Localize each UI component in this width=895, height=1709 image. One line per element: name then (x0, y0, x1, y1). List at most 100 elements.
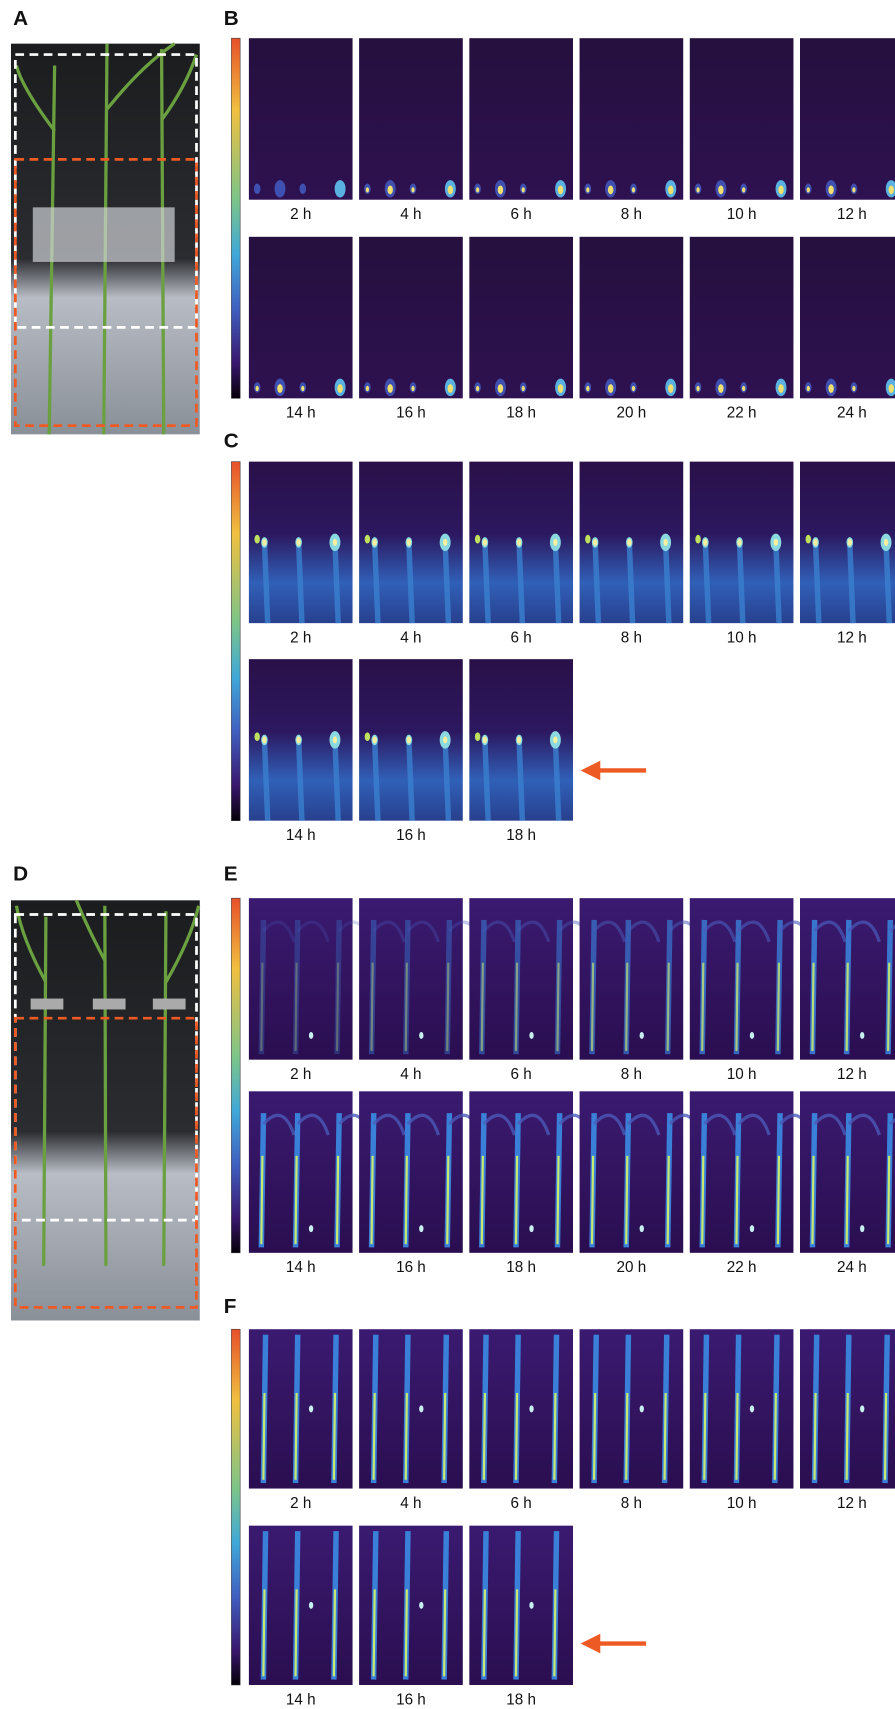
time-frame: 12 h (799, 38, 895, 223)
signal (337, 384, 343, 393)
signal (592, 538, 598, 546)
time-label: 8 h (621, 1495, 642, 1512)
stem-core (370, 1155, 374, 1245)
signal (419, 1225, 424, 1233)
time-frame: 2 h (248, 1329, 353, 1512)
stem-core (553, 1589, 557, 1677)
signal (372, 538, 377, 546)
signal (332, 538, 338, 546)
signal (557, 384, 564, 393)
signal (668, 384, 674, 393)
signal (308, 1031, 314, 1039)
signal (387, 185, 393, 195)
time-label: 10 h (727, 1066, 757, 1083)
signal (607, 384, 614, 393)
signal (332, 736, 338, 744)
signal (742, 385, 746, 392)
signal (806, 385, 810, 392)
signal (703, 538, 708, 546)
leaf (516, 920, 551, 943)
stem-core (372, 1589, 376, 1677)
signal (419, 1031, 424, 1039)
stem-core (625, 1155, 629, 1245)
stem-core (776, 1155, 781, 1245)
leaf (737, 1113, 771, 1136)
stem-core (514, 1589, 519, 1677)
time-label: 18 h (506, 1691, 536, 1708)
time-frame: 12 h (799, 898, 895, 1083)
leaf (296, 920, 330, 943)
signal (585, 534, 591, 544)
image-tile (799, 236, 895, 399)
time-label: 14 h (286, 405, 316, 422)
stem-core (332, 1392, 337, 1480)
image-tile (579, 38, 684, 200)
signal (586, 187, 590, 193)
signal (419, 1405, 424, 1413)
signal (274, 180, 286, 198)
leaf (372, 920, 406, 943)
stem-core (590, 962, 595, 1051)
leaf (406, 1113, 441, 1136)
time-label: 20 h (617, 405, 647, 422)
signal (696, 385, 700, 392)
signal (828, 384, 834, 393)
stem-core (446, 962, 450, 1051)
root (261, 542, 271, 624)
time-label: 2 h (290, 1066, 311, 1083)
signal (474, 732, 481, 742)
stem-core (480, 1155, 484, 1245)
time-frame: 16 h (359, 1525, 463, 1708)
time-frame: 2 h (248, 461, 353, 646)
root (702, 542, 712, 624)
signal (586, 385, 590, 392)
signal (529, 1405, 534, 1413)
signal (299, 183, 307, 195)
stem-core (294, 1589, 298, 1677)
time-label: 6 h (511, 206, 532, 223)
time-frame: 14 h (248, 1091, 372, 1276)
stem-core (556, 962, 560, 1051)
time-frame: 10 h (689, 461, 794, 646)
stem-core (514, 1155, 519, 1245)
root (482, 739, 491, 821)
signal (813, 538, 818, 546)
stem-core (811, 962, 815, 1051)
stem-core (887, 1155, 891, 1245)
time-frame: 24 h (799, 1091, 895, 1276)
time-label: 24 h (837, 1259, 867, 1276)
root (812, 542, 822, 624)
signal (387, 384, 393, 393)
stem-core (372, 1392, 376, 1480)
signal (516, 538, 522, 546)
stem-core (480, 962, 484, 1051)
leaf (813, 1113, 847, 1136)
signal (365, 385, 370, 392)
time-frame: 6 h (469, 1329, 574, 1512)
signal (255, 385, 259, 392)
stem-core (666, 1155, 670, 1245)
stem-core (663, 1392, 667, 1480)
time-frame: 10 h (689, 1329, 794, 1512)
signal (663, 538, 668, 546)
stem-core (446, 1155, 450, 1245)
leaf (482, 1113, 517, 1136)
signal (718, 185, 724, 195)
signal (447, 384, 454, 393)
signal (482, 538, 488, 546)
leaf (847, 920, 881, 943)
signal (553, 736, 558, 744)
signal (749, 1225, 755, 1233)
time-frame: 14 h (248, 236, 353, 422)
stem-core (666, 962, 670, 1051)
arrow (580, 760, 647, 781)
stem-core (335, 1155, 340, 1245)
root (662, 542, 672, 624)
time-label: 18 h (506, 1259, 536, 1276)
signal (474, 534, 481, 544)
root (442, 739, 452, 821)
signal (805, 534, 812, 544)
photo-a (10, 42, 200, 435)
stem-core (482, 1589, 487, 1677)
signal (442, 538, 448, 546)
